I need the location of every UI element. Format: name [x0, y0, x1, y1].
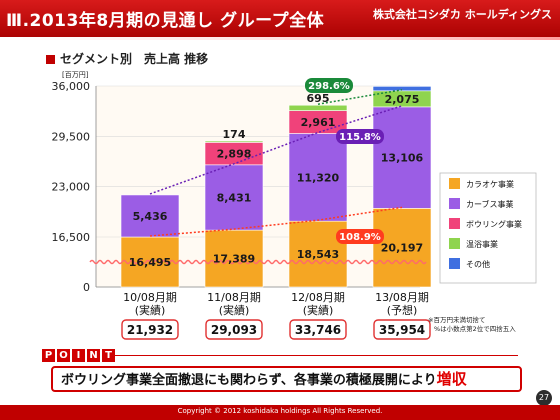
bar-segment: [372, 86, 432, 92]
slide-title: Ⅲ.2013年8月期の見通し グループ全体: [6, 11, 325, 31]
legend-swatch: [449, 258, 460, 269]
total-box: [373, 319, 431, 340]
bar-value-label: 18,543: [297, 248, 339, 261]
y-tick-label: 36,000: [52, 80, 91, 93]
point-badge: P O I N T: [42, 349, 115, 362]
footnote-line: %は小数点第2位で四捨五入: [434, 325, 516, 333]
growth-badge: [336, 229, 384, 244]
x-tick-label: 13/08月期: [375, 291, 429, 304]
key-message-text: ボウリング事業全面撤退にも関わらず、各事業の積極展開により: [61, 373, 437, 388]
bar-value-label: 5,436: [133, 210, 168, 223]
growth-badge-label: 298.6%: [308, 81, 350, 92]
square-bullet-icon: [46, 55, 55, 64]
legend-swatch: [449, 178, 460, 189]
x-tick-label: 12/08月期: [291, 291, 345, 304]
growth-badge-label: 108.9%: [339, 232, 381, 243]
bar-segment: [204, 140, 264, 143]
total-box: [289, 319, 347, 340]
point-letter: T: [102, 349, 115, 362]
total-label: 29,093: [211, 323, 257, 337]
total-box: [121, 319, 179, 340]
growth-badge: [336, 129, 384, 144]
slide-header: Ⅲ.2013年8月期の見通し グループ全体 株式会社コシダカ ホールディングス: [0, 0, 560, 40]
total-label: 21,932: [127, 323, 173, 337]
bar-value-label: 20,197: [381, 242, 423, 255]
legend-label: 温浴事業: [466, 239, 498, 249]
axis-break-mark: [89, 259, 427, 265]
bar-value-label: 2,961: [301, 116, 336, 129]
x-tick-label: 11/08月期: [207, 291, 261, 304]
x-tick-sublabel: (実績): [219, 303, 250, 317]
total-box: [205, 319, 263, 340]
footnote-line: ※百万円未満切捨て: [428, 316, 486, 324]
point-divider: [114, 355, 518, 356]
bar-segment: [204, 164, 264, 231]
bar-value-label: 17,389: [213, 253, 255, 266]
point-letter: O: [57, 349, 70, 362]
x-tick-sublabel: (実績): [135, 303, 166, 317]
bar-segment: [204, 229, 264, 288]
point-letter: P: [42, 349, 55, 362]
bar-segment: [288, 104, 348, 111]
growth-trend-line: [149, 105, 403, 195]
legend-label: カラオケ事業: [466, 179, 514, 189]
page-number: 27: [536, 390, 552, 406]
bar-segment: [120, 194, 180, 238]
bar-value-label: 16,495: [129, 256, 171, 269]
header-rule: [0, 37, 560, 40]
bar-value-label: 2,898: [217, 148, 252, 161]
key-message: ボウリング事業全面撤退にも関わらず、各事業の積極展開により増収: [51, 366, 522, 392]
legend-swatch: [449, 238, 460, 249]
bar-value-label: 8,431: [217, 191, 252, 204]
bar-value-label: 695: [307, 92, 330, 105]
legend-label: カーブス事業: [466, 199, 514, 209]
y-tick-label: 23,000: [52, 181, 91, 194]
y-tick-label: 29,500: [52, 130, 91, 143]
bar-segment: [372, 208, 432, 288]
point-letter: I: [72, 349, 85, 362]
legend-swatch: [449, 218, 460, 229]
copyright: Copyright © 2012 koshidaka holdings All …: [177, 407, 383, 415]
bar-value-label: 2,075: [385, 93, 420, 106]
x-tick-sublabel: (予想): [387, 303, 418, 317]
growth-badge-label: 115.8%: [339, 132, 381, 143]
section-heading: セグメント別 売上高 推移: [46, 50, 208, 67]
bar-value-label: 11,320: [297, 171, 340, 184]
bar-value-label: 174: [223, 128, 246, 141]
legend-label: ボウリング事業: [466, 219, 522, 229]
y-tick-label: 16,500: [52, 231, 91, 244]
total-label: 33,746: [295, 323, 341, 337]
x-tick-sublabel: (実績): [303, 303, 334, 317]
legend-label: その他: [466, 259, 490, 269]
bar-value-label: 13,106: [381, 152, 424, 165]
x-tick-label: 10/08月期: [123, 291, 177, 304]
point-letter: N: [87, 349, 100, 362]
y-unit-label: [百万円]: [62, 71, 89, 79]
footnote: ※百万円未満切捨て %は小数点第2位で四捨五入: [428, 316, 516, 334]
total-label: 35,954: [379, 323, 425, 337]
growth-badge: [305, 78, 353, 93]
key-message-highlight: 増収: [436, 370, 467, 388]
company-brand: 株式会社コシダカ ホールディングス: [372, 8, 552, 21]
legend-swatch: [449, 198, 460, 209]
bar-segment: [372, 106, 432, 209]
section-title: セグメント別 売上高 推移: [60, 52, 209, 66]
slide-footer: Copyright © 2012 koshidaka holdings All …: [0, 405, 560, 420]
y-tick-label: 0: [83, 281, 90, 294]
